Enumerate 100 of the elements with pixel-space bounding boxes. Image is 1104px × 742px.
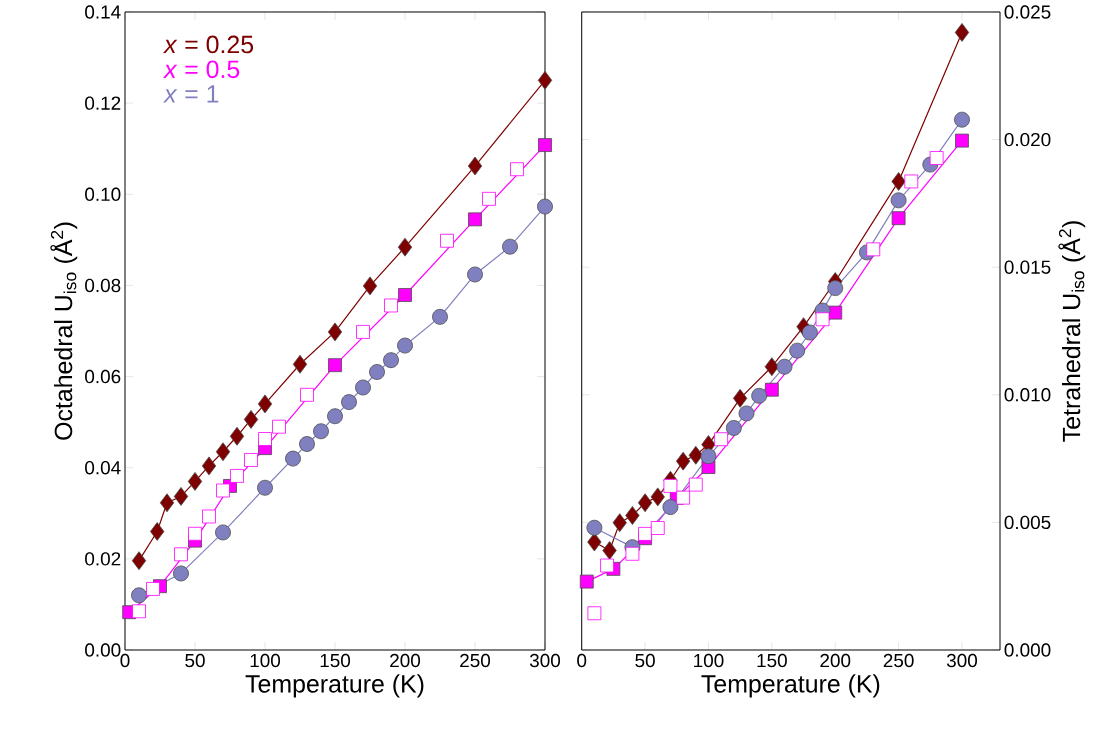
point [299,436,315,452]
point [327,408,343,425]
x-tick-label: 300 [946,653,978,668]
point [733,388,748,408]
y-tick-label: 0.14 [85,5,121,19]
x-tick-label: 250 [883,653,914,668]
point [891,172,906,191]
point [954,111,970,128]
x-tick-label: 300 [529,653,561,668]
point [637,493,653,513]
point [537,70,553,90]
point [688,477,703,492]
y-tick-label: 0.00 [85,643,121,657]
point [132,604,146,619]
point [257,394,273,414]
point [215,524,231,541]
x-tick-label: 100 [250,653,281,668]
x-tick-label: 150 [757,653,787,668]
x-tick-label: 50 [185,653,205,668]
point [502,238,518,255]
text: x = 0.5 [163,60,240,79]
point [662,499,679,515]
point [467,266,483,283]
x-tick-label: 250 [460,653,491,668]
point [355,379,371,396]
y2-tick-label: 0.010 [1004,388,1051,402]
text: x = 0.25 [163,35,254,54]
point [131,587,147,604]
y-tick-label: 0.02 [85,552,121,566]
y-tick-label: 0.08 [85,278,121,293]
point [625,546,640,561]
point [688,445,703,465]
x-tick-label: 100 [694,653,724,668]
point [292,354,308,374]
point [327,322,343,342]
point [602,541,617,560]
x-tick-label: 150 [320,653,351,668]
x-axis-title: Temperature (K) [701,674,880,698]
point [538,138,552,152]
y-tick-label: 0.04 [85,461,121,475]
point [174,547,188,562]
point [150,522,165,541]
point [432,308,448,325]
x-tick-label: 50 [635,653,655,668]
y2-tick-label: 0.020 [1004,132,1051,147]
point [612,513,627,533]
point [764,357,779,377]
point [801,324,818,341]
point [362,276,378,296]
y-tick-label: 0.06 [85,369,121,384]
point [954,23,970,42]
point [187,471,203,491]
point [587,532,602,552]
point [579,574,594,589]
point [397,337,413,354]
point [676,490,691,505]
point [904,174,919,189]
point [725,420,742,436]
point [215,442,231,462]
y-tick-label: 0.12 [85,96,121,110]
point [751,387,768,404]
point [131,551,147,571]
point [159,493,175,513]
point [891,211,906,226]
point [738,405,755,422]
point [586,519,603,536]
text: x = 1 [163,85,219,103]
point [600,558,614,573]
point [257,479,273,496]
point [789,342,806,359]
point [650,487,665,507]
point [625,506,640,525]
point [700,448,717,465]
point [243,410,259,429]
point [313,423,329,440]
point [397,237,413,257]
y2-tick-label: 0.005 [1004,515,1051,530]
point [369,364,385,380]
y-tick-label: 0.10 [85,187,121,201]
point [229,426,245,446]
point [650,521,665,535]
y2-tick-label: 0.000 [1004,643,1051,657]
point [285,450,301,467]
y2-tick-label: 0.025 [1004,5,1051,19]
point [776,358,793,375]
point [188,526,202,541]
point [663,479,678,493]
x-tick-label: 200 [390,653,421,668]
point [328,358,342,373]
point [383,352,399,369]
point [828,305,843,320]
x-tick-label: 0 [120,653,130,668]
point [173,487,189,506]
point [866,242,881,257]
point [146,582,160,596]
x-tick-label: 0 [577,653,587,668]
point [201,456,217,476]
y-axis-title: Octahedral U$_{iso}$ (Å$^{2}$) [50,222,78,440]
point [815,312,830,327]
point [827,280,844,297]
